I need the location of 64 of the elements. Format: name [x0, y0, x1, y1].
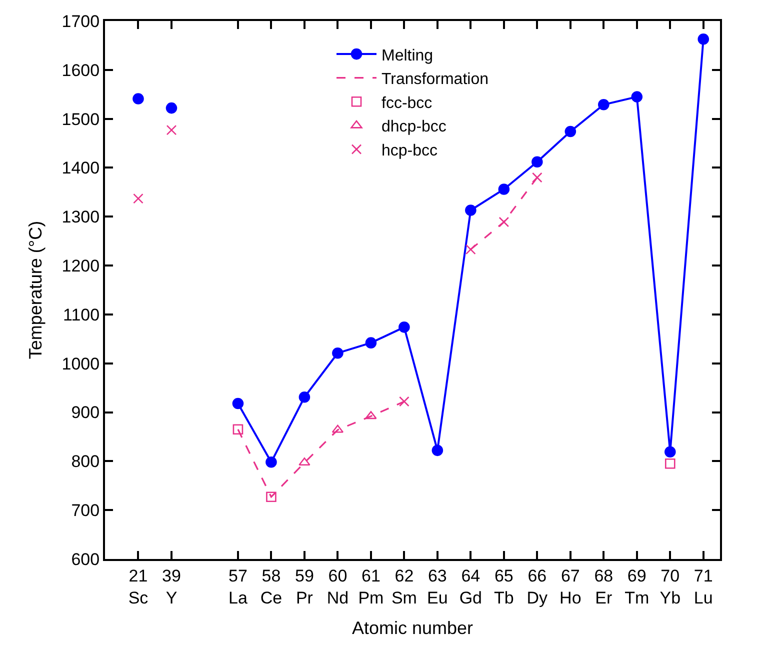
point [631, 91, 643, 102]
point [166, 102, 178, 114]
y-tick-label: 1200 [62, 256, 100, 276]
point [465, 204, 476, 216]
x-tick-label: 61 Pm [358, 566, 384, 608]
x-tick-label: 68 Er [594, 566, 614, 608]
x-tick-label: 70 Yb [660, 566, 681, 608]
x-tick-label: 21 Sc [128, 566, 149, 608]
point [498, 184, 510, 195]
y-tick-label: 1300 [62, 208, 100, 227]
point [133, 193, 144, 204]
x-tick-label: 67 Ho [560, 566, 582, 608]
point [266, 456, 277, 468]
point [298, 391, 310, 403]
y-tick-label: 800 [71, 452, 100, 472]
x-tick-label: 59 Pr [295, 566, 314, 608]
point [166, 124, 177, 136]
y-tick-label: 1600 [62, 60, 100, 80]
point [698, 33, 710, 45]
point [664, 446, 676, 458]
legend-label: hcp-bcc [382, 142, 438, 160]
point [466, 244, 476, 255]
y-tick-label: 1000 [62, 354, 100, 374]
x-tick-label: 57 La [228, 566, 248, 608]
x-tick-label: 63 Eu [427, 566, 448, 608]
point [664, 458, 676, 469]
point [532, 172, 542, 183]
y-axis-title: Temperature (°C) [25, 220, 46, 360]
point [399, 396, 410, 407]
legend-label: Melting [382, 47, 434, 64]
point [332, 347, 344, 359]
point [398, 322, 410, 333]
x-tick-label: 39 Y [162, 566, 181, 608]
point [365, 337, 377, 348]
legend-label: Transformation [382, 71, 488, 88]
point [564, 126, 576, 138]
point [432, 444, 444, 456]
x-tick-label: 60 Nd [326, 566, 349, 608]
x-tick-label: 62 Sm [391, 566, 417, 608]
y-tick-label: 1700 [62, 12, 100, 31]
point [298, 458, 310, 466]
point [365, 411, 377, 420]
x-axis-title: Atomic number [352, 618, 474, 638]
point [132, 93, 144, 104]
x-tick-label: 64 Gd [459, 566, 482, 608]
point [598, 98, 610, 110]
point [232, 398, 244, 410]
point [498, 216, 510, 228]
x-tick-label: 65 Tb [494, 566, 514, 608]
y-tick-label: 700 [71, 501, 100, 520]
point [532, 156, 543, 168]
point [232, 424, 244, 435]
x-tick-label: 58 Ce [260, 566, 282, 608]
legend-label: fcc-bcc [382, 94, 432, 112]
x-tick-label: 71 Lu [694, 566, 713, 608]
y-tick-label: 1400 [62, 158, 100, 178]
x-tick-label: 69 Tm [624, 566, 650, 608]
x-tick-label: 66 Dy [526, 566, 548, 608]
y-tick-label: 600 [71, 550, 100, 569]
y-tick-label: 1100 [63, 305, 100, 324]
point [266, 492, 276, 502]
y-tick-label: 900 [71, 403, 100, 422]
y-tick-label: 1500 [62, 110, 100, 129]
legend-label: dhcp-bcc [382, 118, 446, 136]
